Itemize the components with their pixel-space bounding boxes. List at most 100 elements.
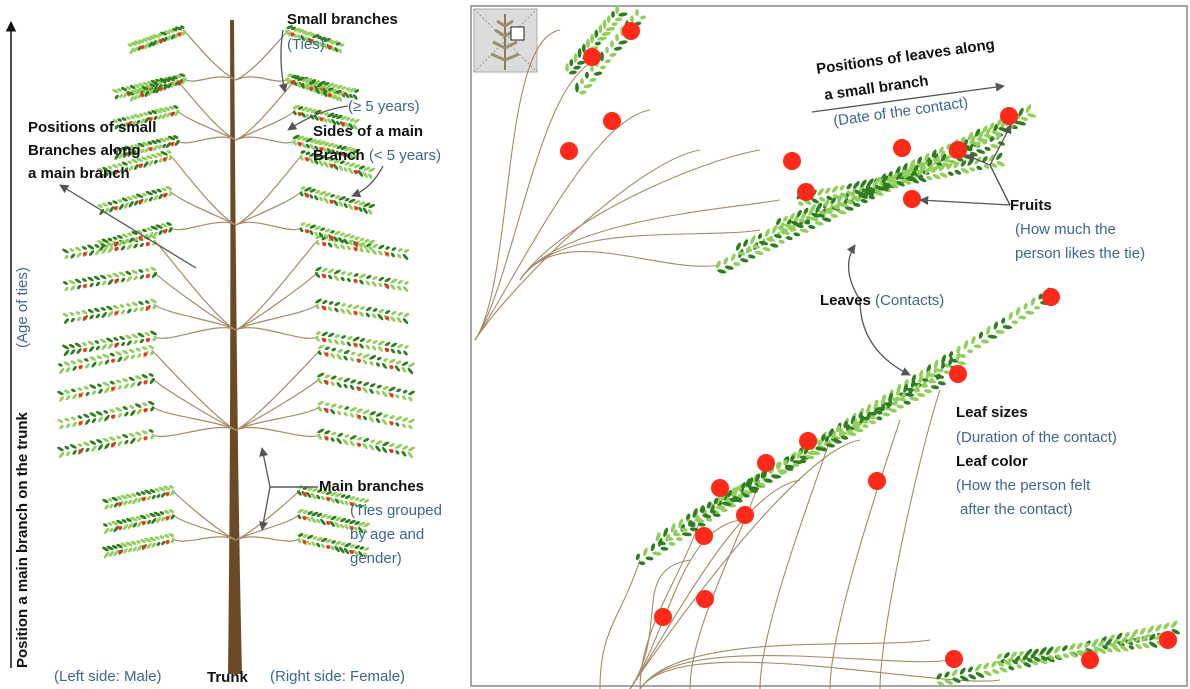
- leaf: [65, 395, 71, 401]
- leaf: [69, 312, 75, 316]
- leaf: [143, 161, 149, 168]
- leaf: [103, 551, 110, 559]
- small-branch: [182, 29, 237, 81]
- leaf: [315, 40, 320, 46]
- leaf: [326, 147, 332, 155]
- leaf: [903, 383, 908, 393]
- leaf: [335, 42, 341, 46]
- leaf: [408, 418, 415, 424]
- leaf: [316, 518, 321, 524]
- leaf: [350, 351, 356, 356]
- leaf: [709, 509, 716, 514]
- leaf: [319, 41, 324, 48]
- leaf: [318, 232, 324, 239]
- fruit: [111, 358, 115, 363]
- fruit: [138, 199, 143, 204]
- leaf: [62, 281, 69, 285]
- leaf: [987, 334, 998, 339]
- fruit: [868, 472, 886, 490]
- leaf: [76, 284, 82, 290]
- fruits-sub2: person likes the tie): [1015, 245, 1146, 262]
- leaf: [376, 356, 382, 361]
- leaf: [111, 545, 118, 549]
- leaf: [109, 408, 115, 413]
- leaf: [924, 152, 930, 162]
- leaf: [585, 71, 589, 79]
- leaf: [317, 372, 325, 378]
- leaf: [57, 446, 64, 452]
- leaf: [94, 244, 100, 248]
- leaf: [322, 117, 328, 123]
- leaf: [121, 233, 128, 238]
- leaf: [119, 304, 125, 308]
- leaf: [699, 505, 705, 513]
- leaf: [130, 41, 137, 46]
- leaf: [149, 377, 155, 385]
- leaf: [158, 486, 166, 492]
- leaf: [306, 492, 312, 498]
- leaf: [101, 344, 107, 350]
- leaf: [1098, 640, 1105, 647]
- fruit: [695, 527, 713, 545]
- leaf: [348, 203, 353, 210]
- leaf: [973, 344, 982, 349]
- leaf: [369, 388, 374, 394]
- leaf: [933, 155, 940, 165]
- minimap-viewport[interactable]: [510, 26, 525, 41]
- leaf: [133, 95, 138, 101]
- leaf: [573, 65, 581, 70]
- leaf: [1020, 116, 1029, 121]
- leaf: [790, 220, 800, 226]
- leaf: [141, 346, 148, 351]
- leaf: [148, 196, 153, 202]
- leaf: [128, 376, 135, 382]
- leaf: [100, 242, 107, 248]
- leaf: [316, 331, 321, 335]
- leaf: [335, 516, 342, 522]
- leaf: [790, 213, 795, 220]
- leaf: [327, 268, 335, 274]
- leaf: [302, 30, 308, 34]
- leaf: [98, 360, 103, 366]
- leaf: [831, 196, 837, 204]
- leaf: [336, 145, 343, 149]
- leaf: [773, 234, 782, 239]
- leaf: [71, 416, 76, 421]
- leaf: [338, 237, 344, 244]
- leaf: [314, 139, 322, 145]
- leaf: [353, 118, 360, 124]
- leaf: [375, 418, 381, 424]
- leaf: [946, 163, 953, 170]
- leaf: [62, 312, 69, 318]
- leaf: [151, 140, 158, 144]
- leaf: [101, 546, 109, 552]
- fruit: [118, 526, 122, 530]
- leaf: [109, 243, 114, 248]
- leaf: [119, 93, 123, 99]
- leaf: [989, 162, 998, 168]
- leaf: [117, 356, 123, 363]
- leaf: [967, 666, 974, 673]
- leaf: [783, 223, 793, 229]
- leaf: [340, 494, 346, 498]
- leaf: [118, 153, 124, 159]
- small-branch: [151, 426, 237, 438]
- leaf: [390, 348, 396, 354]
- detail-panel-frame: [470, 5, 1188, 687]
- fruit: [736, 506, 754, 524]
- leaf: [917, 168, 924, 176]
- leaf: [154, 108, 163, 114]
- minimap-thumbnail[interactable]: [473, 8, 538, 73]
- leaf: [107, 522, 113, 526]
- leaf: [665, 536, 674, 541]
- fruit: [140, 45, 145, 49]
- leaf: [116, 543, 123, 549]
- leaf: [378, 308, 385, 314]
- fruit: [357, 386, 361, 391]
- leaf: [960, 136, 966, 143]
- leaf: [309, 188, 316, 193]
- leaf: [352, 94, 358, 100]
- leaf: [159, 535, 165, 539]
- leaf: [1105, 639, 1112, 647]
- leaf: [148, 373, 154, 377]
